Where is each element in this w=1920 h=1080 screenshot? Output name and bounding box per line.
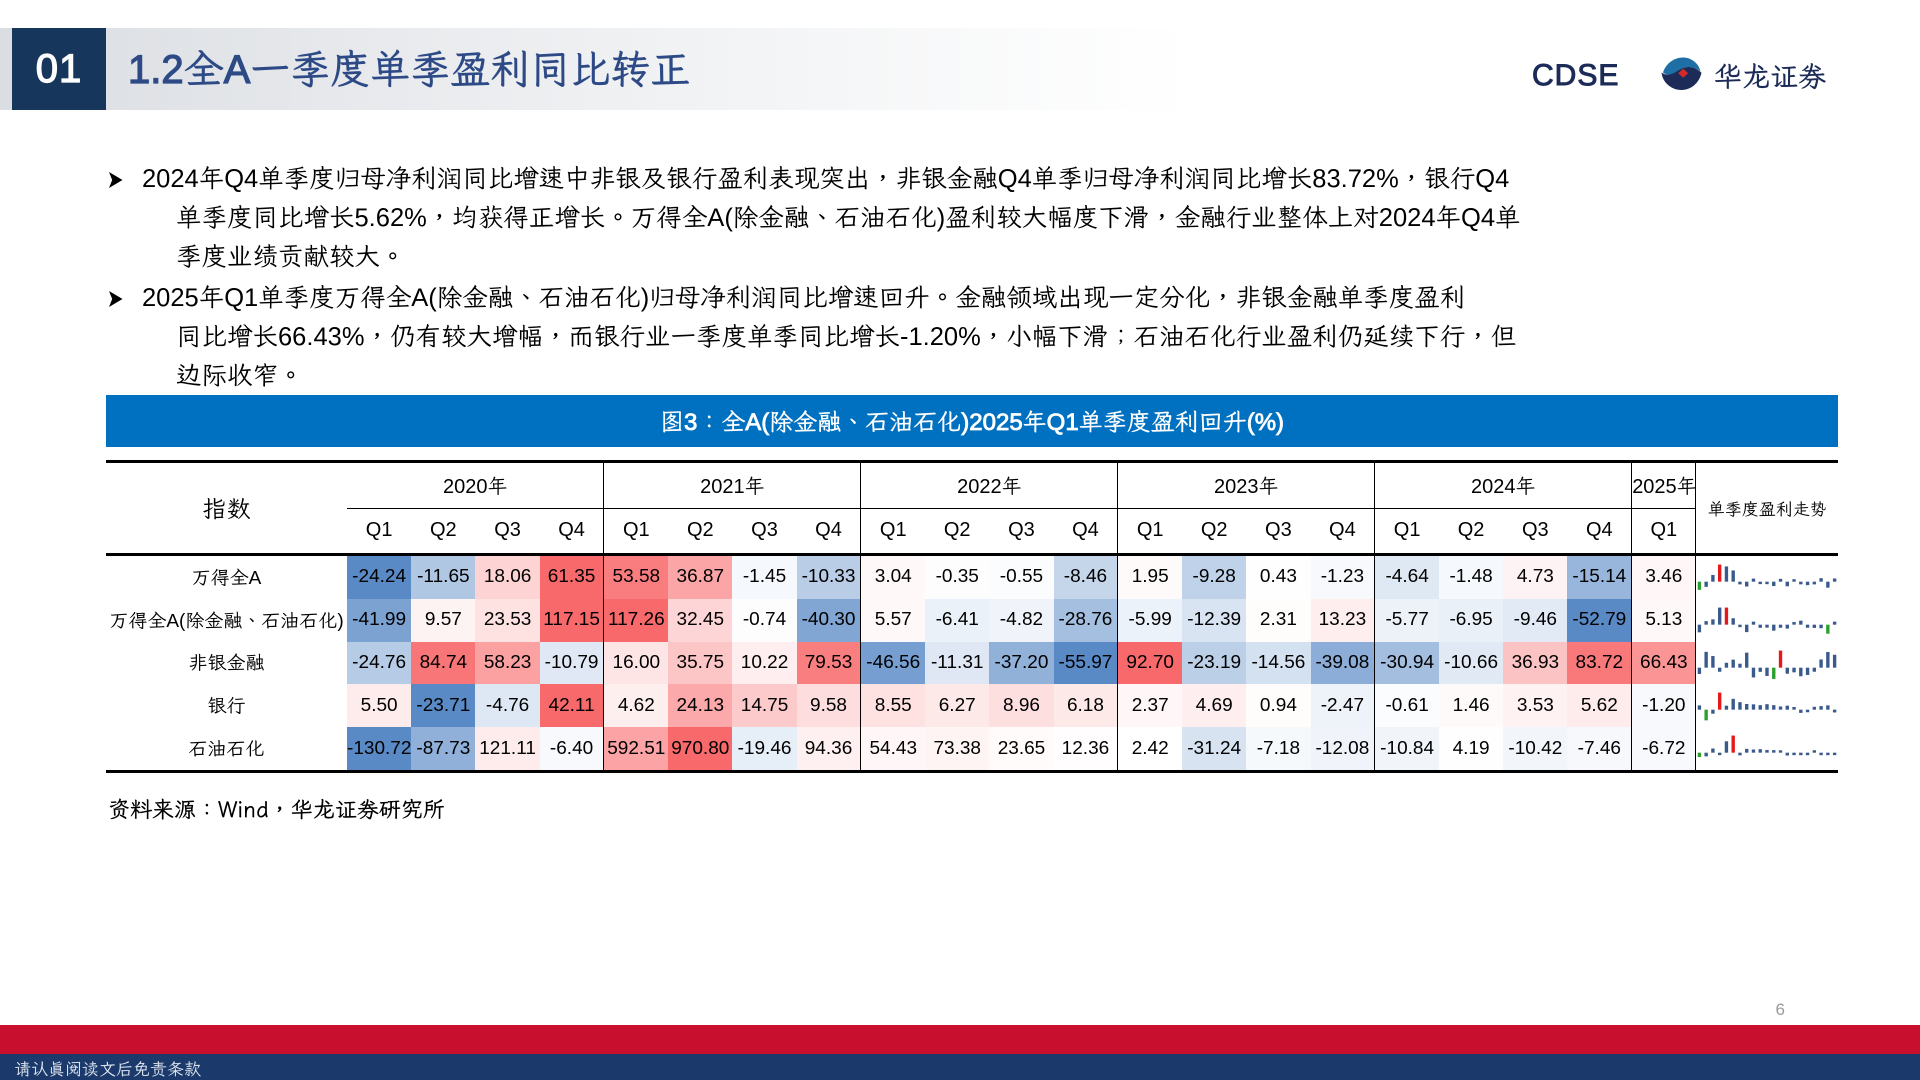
svg-text:华龙证券: 华龙证券	[1714, 57, 1826, 94]
svg-text:CDSE: CDSE	[1532, 59, 1619, 92]
